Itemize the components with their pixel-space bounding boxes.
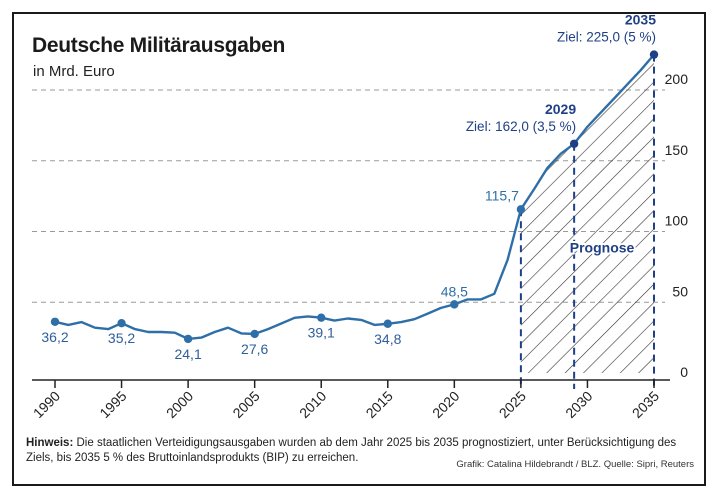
chart-subtitle: in Mrd. Euro xyxy=(33,63,115,80)
data-point xyxy=(183,334,193,344)
data-point xyxy=(117,318,126,328)
target-year-label: 2029 xyxy=(545,101,576,117)
data-label: 24,1 xyxy=(174,346,201,362)
data-point xyxy=(383,319,392,328)
forecast-area xyxy=(519,54,655,389)
y-tick-label: 150 xyxy=(665,142,689,158)
x-tick-label: 2025 xyxy=(496,388,529,421)
x-tick-label: 2000 xyxy=(163,388,196,421)
data-point xyxy=(250,329,259,339)
x-tick-label: 2030 xyxy=(562,388,595,421)
y-tick-label: 50 xyxy=(672,283,688,299)
y-tick-label: 100 xyxy=(665,213,689,229)
series-line xyxy=(54,53,655,341)
x-tick-label: 1990 xyxy=(30,388,63,421)
data-point xyxy=(516,205,526,214)
x-tick-label: 2005 xyxy=(229,388,262,421)
data-label: 115,7 xyxy=(485,187,519,203)
target-value-label: Ziel: 162,0 (3,5 %) xyxy=(466,119,576,134)
data-point xyxy=(450,300,459,309)
footnote-prefix: Hinweis: xyxy=(26,437,74,449)
data-label: 35,2 xyxy=(108,330,135,346)
target-point xyxy=(649,50,659,59)
x-tick-label: 1995 xyxy=(96,388,129,421)
data-labels: Prognose 36,2 35,2 24,1 27,6 39,1 34,8 48,5 115,… xyxy=(41,12,656,362)
x-tick-label: 2010 xyxy=(296,388,329,421)
data-point xyxy=(50,317,60,326)
x-tick-label: 2020 xyxy=(429,388,462,421)
chart-title: Deutsche Militärausgaben xyxy=(32,34,286,57)
series-path xyxy=(54,53,655,341)
x-tick-label: 2015 xyxy=(363,388,396,421)
target-year-label: 2035 xyxy=(625,12,656,28)
forecast-hatched-area xyxy=(520,54,654,373)
data-label: 27,6 xyxy=(241,341,268,357)
grid-lines xyxy=(32,89,665,303)
source-credit: Grafik: Catalina Hildebrandt / BLZ. Quel… xyxy=(456,459,694,470)
y-tick-label: 200 xyxy=(665,71,689,87)
data-label: 36,2 xyxy=(41,329,68,345)
data-points xyxy=(50,50,659,344)
x-tick-label: 2035 xyxy=(629,388,662,421)
data-label: 39,1 xyxy=(308,325,335,341)
data-point xyxy=(317,313,326,322)
y-tick-label: 0 xyxy=(680,364,688,380)
footnote: Hinweis: Die staatlichen Verteidigungsau… xyxy=(26,436,686,466)
data-label: 34,8 xyxy=(374,331,401,347)
forecast-label: Prognose xyxy=(570,240,635,256)
target-point xyxy=(569,139,579,148)
target-value-label: Ziel: 225,0 (5 %) xyxy=(557,30,656,45)
data-label: 48,5 xyxy=(441,283,468,299)
footnote-text: Die staatlichen Verteidigungsausgaben wu… xyxy=(26,437,677,464)
